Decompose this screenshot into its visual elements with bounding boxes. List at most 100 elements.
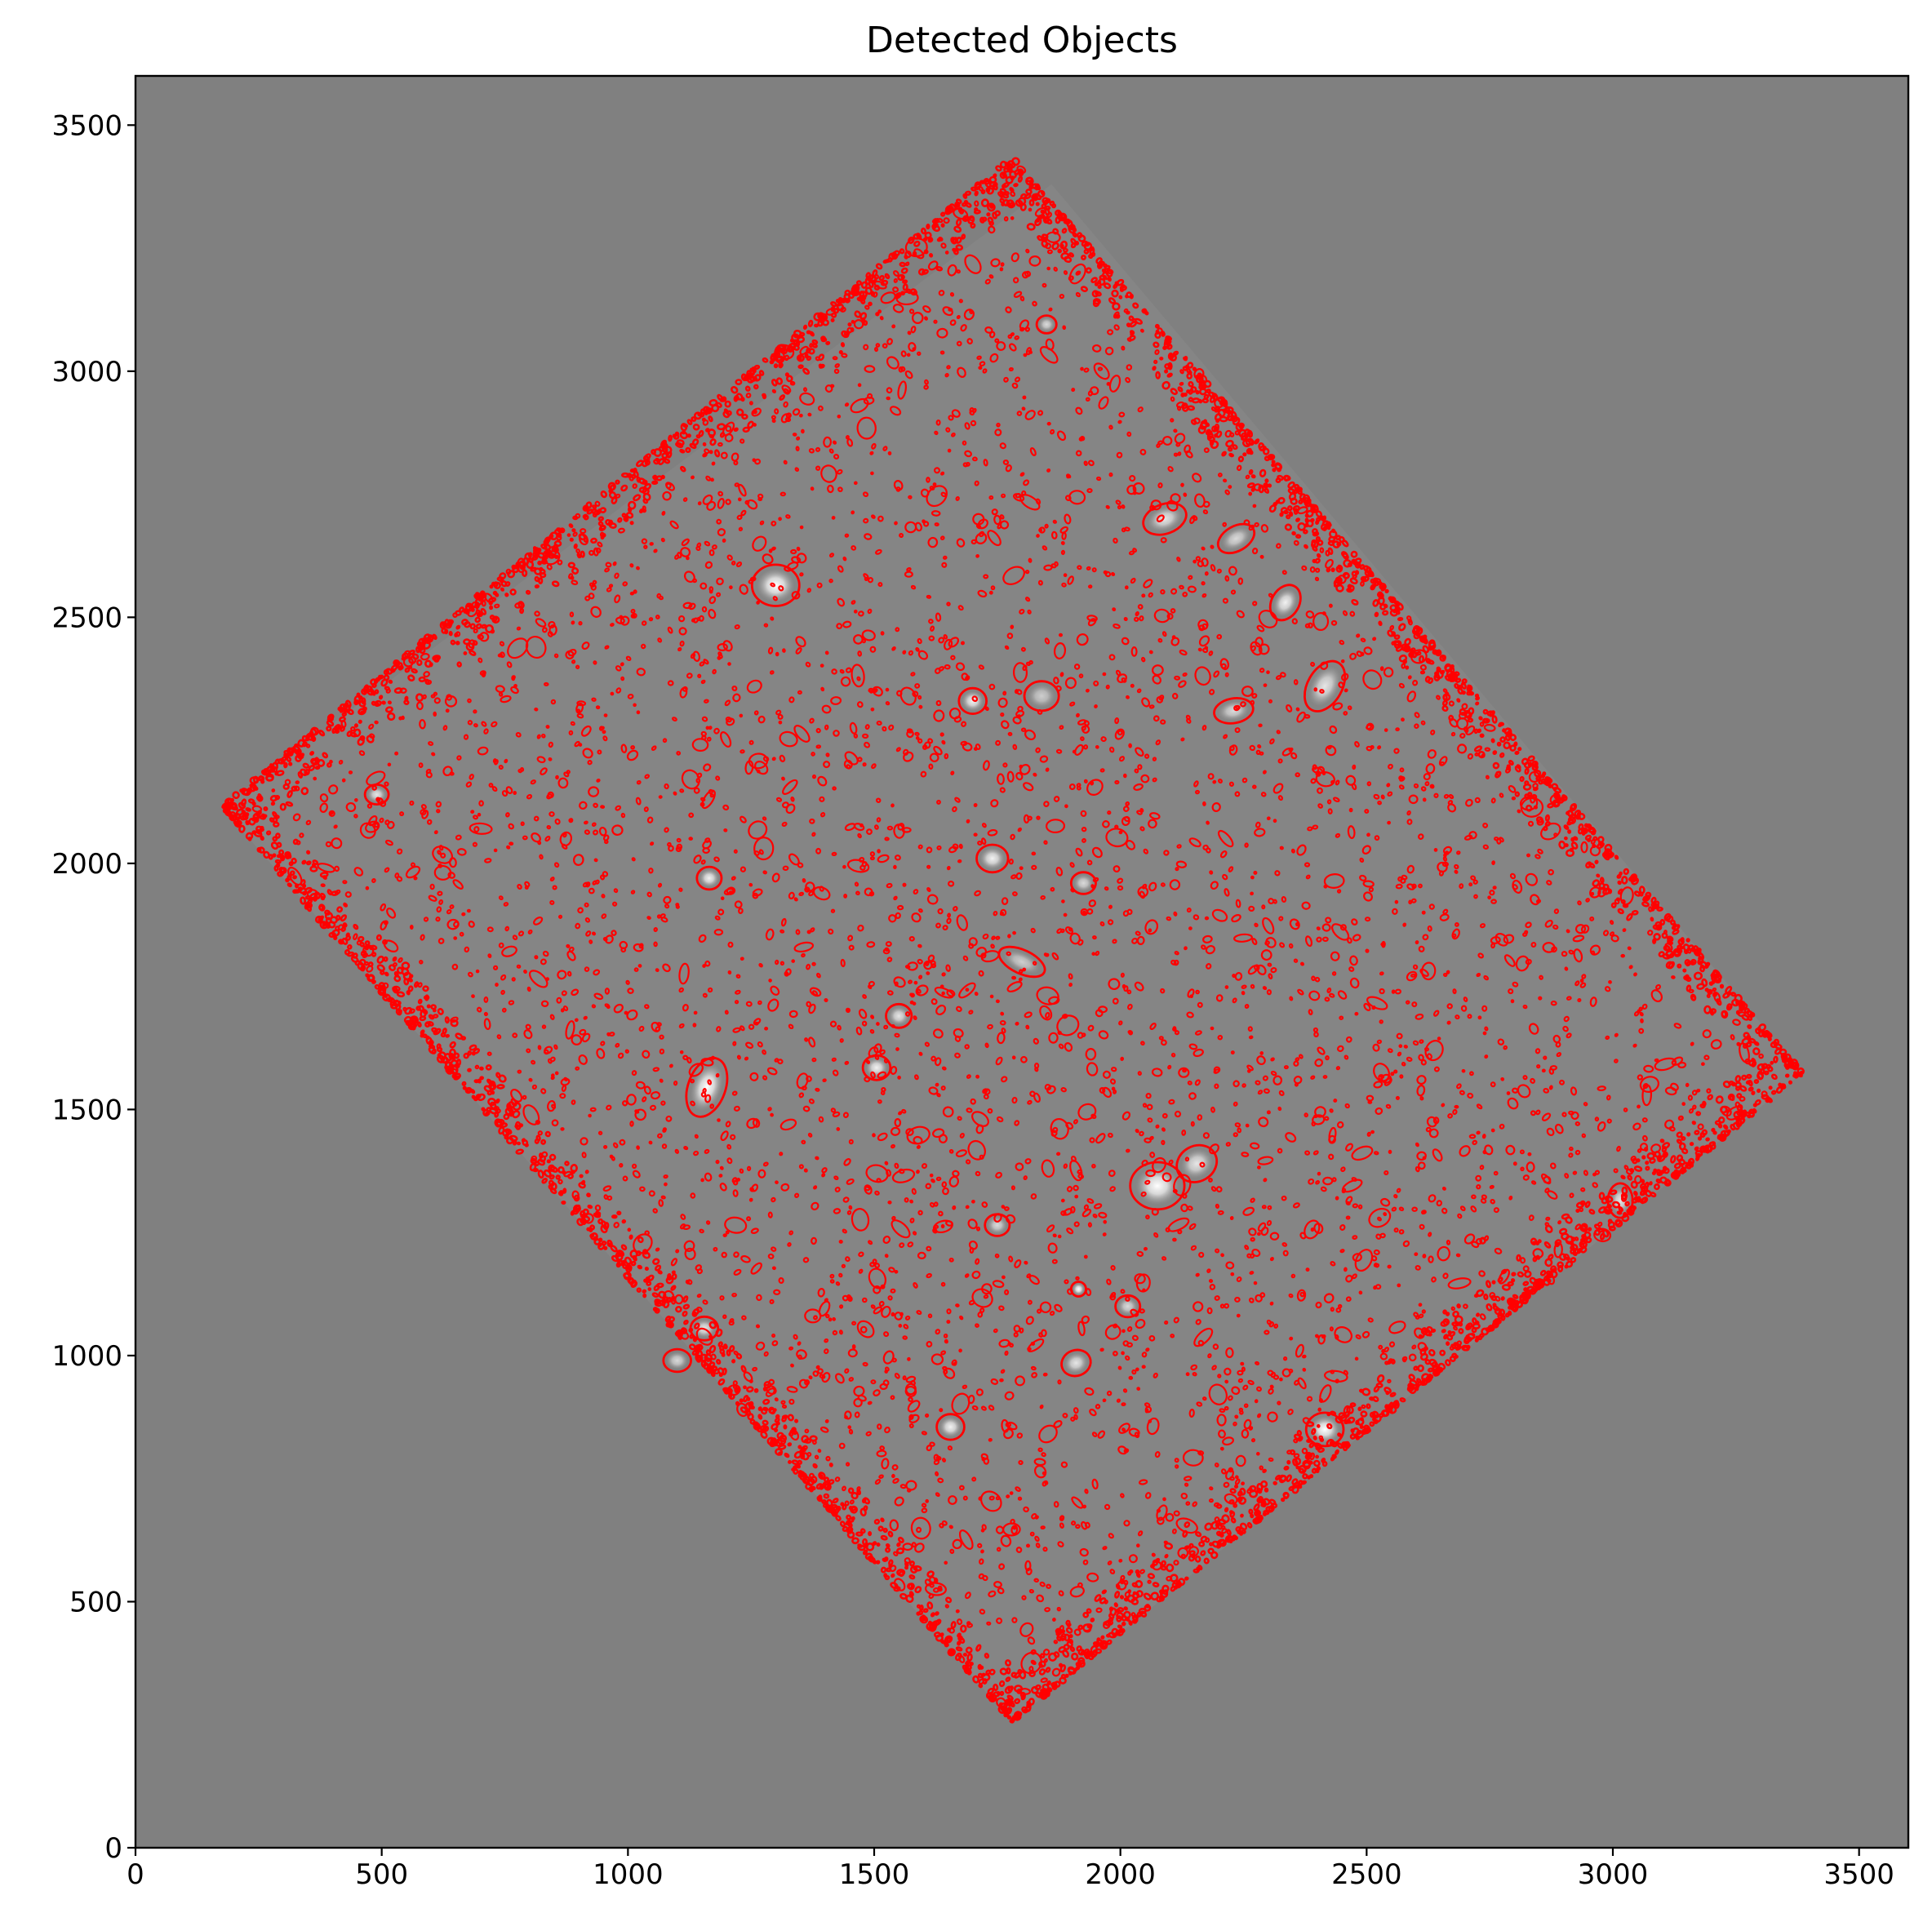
- detection-ellipse: [1334, 1326, 1353, 1343]
- detection-ellipse: [1102, 1398, 1107, 1403]
- detection-ellipse: [723, 828, 728, 832]
- detection-ellipse: [840, 958, 846, 968]
- detection-ellipse: [620, 676, 625, 681]
- edge-detection-ellipse: [388, 679, 393, 684]
- detection-ellipse: [620, 615, 630, 626]
- detection-ellipse: [821, 704, 832, 714]
- detection-ellipse: [1189, 994, 1194, 998]
- detection-ellipse: [659, 1048, 665, 1054]
- detection-ellipse: [1454, 922, 1459, 927]
- detection-ellipse: [469, 774, 474, 780]
- detection-ellipse: [622, 581, 628, 587]
- detection-ellipse: [1215, 1186, 1223, 1193]
- detection-ellipse: [1173, 911, 1178, 917]
- detection-ellipse: [936, 1093, 941, 1098]
- detection-ellipse: [908, 342, 917, 353]
- detection-ellipse: [1234, 1122, 1241, 1128]
- edge-detection-ellipse: [1402, 1358, 1407, 1363]
- detection-ellipse: [837, 414, 842, 419]
- detection-ellipse: [999, 442, 1006, 450]
- detection-ellipse: [704, 1148, 710, 1154]
- detection-ellipse: [926, 846, 933, 854]
- detection-ellipse: [1476, 1184, 1481, 1190]
- detection-ellipse: [1070, 1416, 1076, 1422]
- detection-ellipse: [1130, 577, 1136, 584]
- detection-ellipse: [945, 427, 951, 433]
- detection-ellipse: [1090, 386, 1099, 396]
- detection-ellipse: [1050, 428, 1055, 435]
- detection-ellipse: [1126, 695, 1130, 699]
- detection-ellipse: [1135, 611, 1139, 617]
- detection-ellipse: [979, 1609, 986, 1615]
- detection-ellipse: [471, 994, 475, 998]
- detection-ellipse: [949, 319, 957, 326]
- detection-ellipse: [704, 561, 713, 569]
- detection-ellipse: [857, 757, 863, 762]
- edge-detection-ellipse: [309, 751, 315, 756]
- detection-ellipse: [1487, 895, 1491, 900]
- detection-ellipse: [893, 864, 897, 869]
- detection-ellipse: [1232, 1132, 1239, 1138]
- detection-ellipse: [1033, 1578, 1039, 1583]
- detection-ellipse: [540, 1088, 547, 1094]
- detection-ellipse: [726, 1157, 733, 1165]
- bright-source-25: [987, 1216, 1007, 1234]
- detection-ellipse: [810, 927, 815, 933]
- detection-ellipse: [1344, 1103, 1350, 1109]
- detection-ellipse: [897, 1075, 901, 1080]
- detection-ellipse: [1140, 774, 1150, 783]
- edge-detection-ellipse: [1250, 1513, 1255, 1519]
- edge-detection-ellipse: [1359, 1424, 1364, 1429]
- edge-detection-ellipse: [1384, 588, 1389, 594]
- detection-ellipse: [1266, 816, 1271, 821]
- detection-ellipse: [976, 355, 982, 360]
- detection-ellipse: [631, 1163, 637, 1170]
- detection-ellipse: [653, 927, 658, 932]
- detection-ellipse: [473, 628, 478, 634]
- detection-ellipse: [871, 442, 877, 450]
- detection-ellipse: [873, 347, 879, 353]
- detection-ellipse: [884, 1427, 890, 1434]
- detection-ellipse: [1454, 869, 1459, 874]
- detection-ellipse: [581, 1152, 587, 1159]
- detection-ellipse: [1006, 770, 1015, 783]
- detection-ellipse: [1116, 1398, 1121, 1403]
- detection-ellipse: [1081, 837, 1086, 843]
- edge-detection-ellipse: [1532, 786, 1539, 792]
- bright-source-22: [666, 1351, 689, 1370]
- detection-ellipse: [1011, 975, 1017, 980]
- detection-ellipse: [882, 446, 888, 451]
- detection-ellipse: [799, 345, 809, 356]
- detection-ellipse: [1115, 313, 1121, 319]
- detection-ellipse: [483, 1011, 488, 1017]
- detection-ellipse: [1144, 919, 1159, 935]
- detection-ellipse: [1153, 608, 1170, 624]
- detection-ellipse: [1056, 1152, 1061, 1156]
- detection-ellipse: [1574, 1121, 1580, 1126]
- detection-ellipse: [1221, 1468, 1227, 1475]
- detection-ellipse: [1267, 962, 1272, 967]
- detection-ellipse: [939, 535, 945, 540]
- detection-ellipse: [975, 1388, 984, 1396]
- detection-ellipse: [633, 703, 637, 708]
- detection-ellipse: [682, 1004, 689, 1012]
- detection-ellipse: [752, 535, 767, 552]
- detection-ellipse: [420, 809, 427, 816]
- detection-ellipse: [971, 695, 979, 703]
- detection-ellipse: [1138, 1479, 1148, 1485]
- detection-ellipse: [1073, 1184, 1079, 1192]
- detection-ellipse: [506, 661, 513, 668]
- detection-ellipse: [581, 1032, 591, 1043]
- detection-ellipse: [1379, 1352, 1388, 1361]
- detection-ellipse: [1317, 803, 1323, 809]
- detection-ellipse: [463, 734, 469, 740]
- detection-ellipse: [591, 697, 597, 702]
- detection-ellipse: [1277, 1401, 1281, 1405]
- detection-ellipse: [1153, 1232, 1159, 1238]
- detection-ellipse: [575, 922, 581, 930]
- edge-detection-ellipse: [797, 355, 802, 361]
- detection-ellipse: [1452, 988, 1457, 995]
- detection-ellipse: [891, 646, 896, 651]
- detection-ellipse: [847, 1425, 852, 1429]
- detection-ellipse: [993, 1328, 998, 1334]
